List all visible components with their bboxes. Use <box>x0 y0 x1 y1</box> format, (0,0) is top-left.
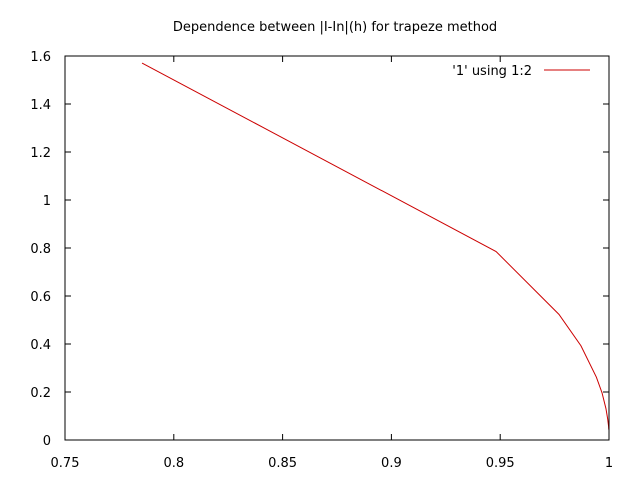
series-layer <box>141 62 610 430</box>
x-tick-label: 0.8 <box>163 456 184 471</box>
y-tick-label: 1.6 <box>30 50 51 65</box>
y-tick-label: 0.8 <box>30 242 51 257</box>
chart-title: Dependence between |I-In|(h) for trapeze… <box>173 20 497 35</box>
plot-frame <box>64 55 610 441</box>
y-tick-label: 0 <box>43 434 51 449</box>
series-line <box>141 62 610 430</box>
axes: 0.75 0.8 0.85 0.9 0.95 1 0 0.2 0.4 0.6 0.8 1 1.2 1.4 1… <box>30 50 613 471</box>
y-tick-label: 0.6 <box>30 290 51 305</box>
y-tick-label: 1.4 <box>30 98 51 113</box>
y-tick-label: 1 <box>43 194 51 209</box>
y-tick-label: 0.4 <box>30 338 51 353</box>
legend-label: '1' using 1:2 <box>452 64 532 79</box>
legend: '1' using 1:2 <box>452 64 590 79</box>
x-tick-label: 0.9 <box>381 456 402 471</box>
y-tick-label: 0.2 <box>30 386 51 401</box>
x-tick-label: 0.75 <box>51 456 80 471</box>
x-tick-label: 1 <box>605 456 613 471</box>
y-tick-label: 1.2 <box>30 146 51 161</box>
x-tick-label: 0.95 <box>486 456 515 471</box>
x-tick-label: 0.85 <box>268 456 297 471</box>
